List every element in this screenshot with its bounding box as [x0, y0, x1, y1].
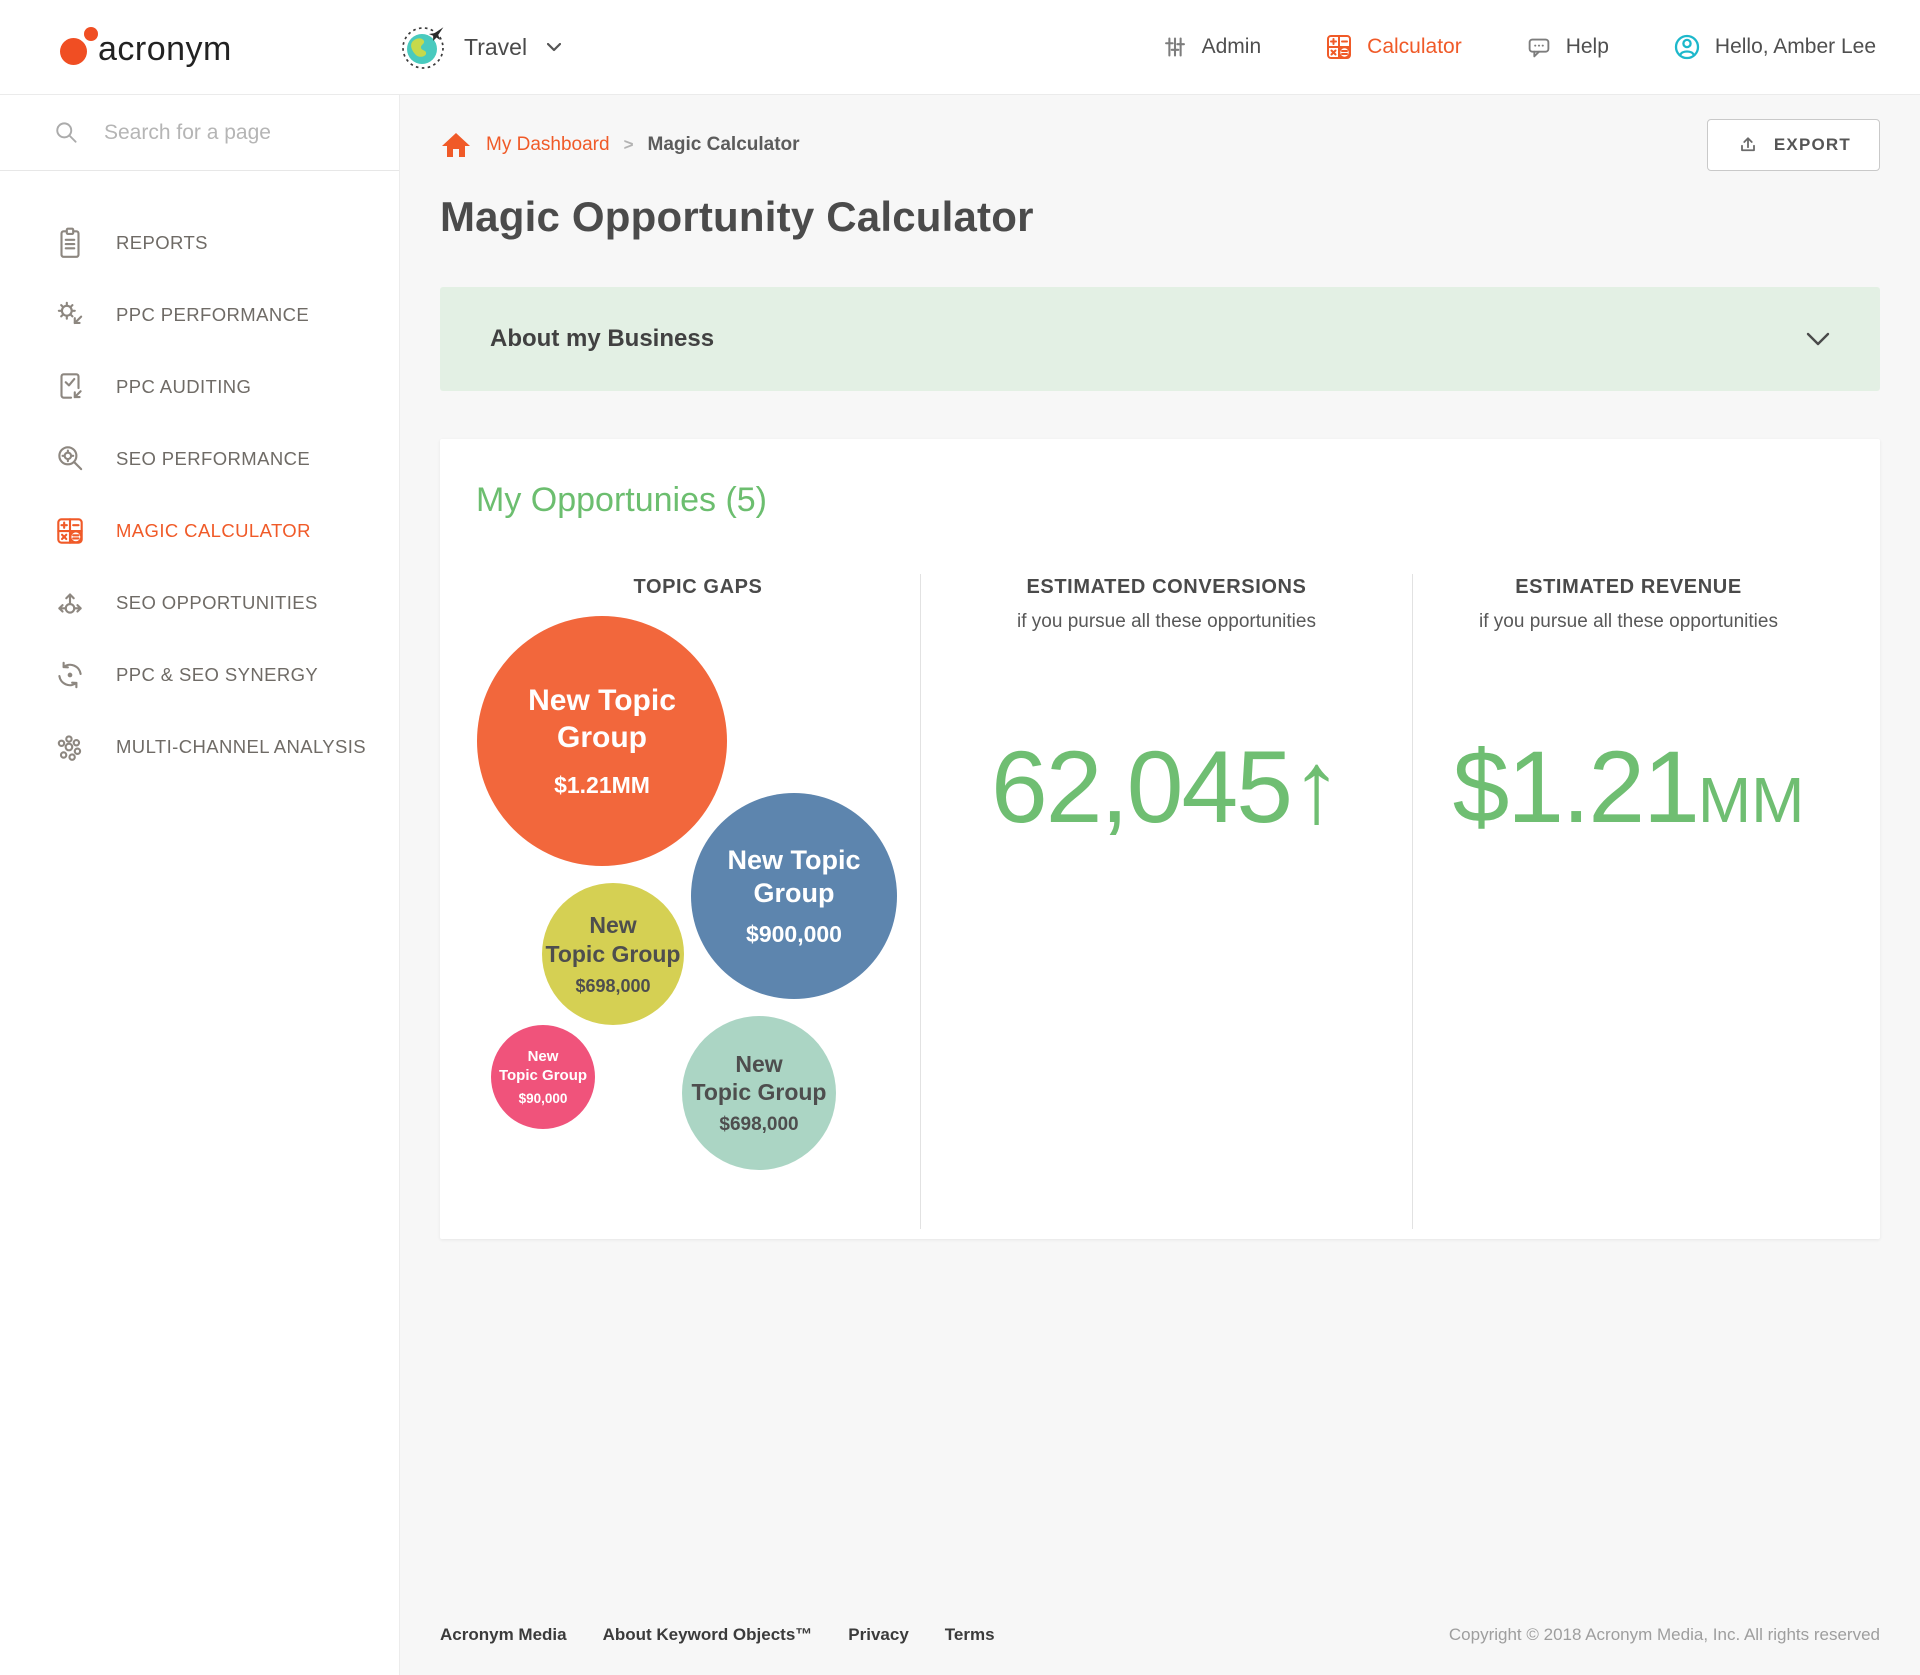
- sidebar-item-label: MAGIC CALCULATOR: [116, 520, 311, 541]
- cluster-icon: [52, 729, 88, 765]
- estimated-conversions-header: ESTIMATED CONVERSIONS: [1026, 576, 1307, 598]
- acronym-logo[interactable]: acronym: [60, 24, 400, 70]
- logo-text: acronym: [98, 30, 232, 68]
- footer-link-about-keyword-objects[interactable]: About Keyword Objects™: [602, 1625, 813, 1644]
- search-icon: [52, 119, 80, 147]
- user-greeting: Hello, Amber Lee: [1714, 35, 1876, 58]
- sidebar-item-ppc-seo-synergy[interactable]: PPC & SEO SYNERGY: [0, 639, 399, 711]
- sidebar-item-label: REPORTS: [116, 232, 208, 253]
- export-button[interactable]: EXPORT: [1706, 119, 1880, 171]
- estimated-revenue-subtitle: if you pursue all these opportunities: [1479, 611, 1778, 632]
- sidebar-item-reports[interactable]: REPORTS: [0, 207, 399, 279]
- sliders-icon: [1160, 32, 1190, 62]
- help-nav-item[interactable]: Help: [1524, 32, 1609, 62]
- bubble-value: $90,000: [518, 1090, 568, 1106]
- conversions-value: 62,045↑: [991, 730, 1342, 844]
- chevron-down-icon: [1806, 332, 1830, 346]
- search-input[interactable]: [104, 120, 375, 145]
- sidebar-nav: REPORTS PPC PERFOR: [0, 171, 399, 783]
- estimated-conversions-column: ESTIMATED CONVERSIONS if you pursue all …: [920, 574, 1412, 1229]
- calculator-nav-item[interactable]: Calculator: [1323, 31, 1462, 63]
- topic-gaps-column: TOPIC GAPS New Topic Group $1.21MM New T…: [476, 574, 920, 1229]
- revenue-value: $1.21MM: [1452, 730, 1805, 844]
- sidebar-item-magic-calculator[interactable]: MAGIC CALCULATOR: [0, 495, 399, 567]
- breadcrumb-link-dashboard[interactable]: My Dashboard: [486, 134, 610, 155]
- sidebar-search[interactable]: [0, 95, 399, 171]
- about-business-accordion[interactable]: About my Business: [440, 287, 1880, 391]
- sidebar: REPORTS PPC PERFOR: [0, 95, 400, 1675]
- bubble-new-topic-group-3[interactable]: New Topic Group $698,000: [542, 883, 684, 1025]
- top-header: acronym Travel: [0, 0, 1920, 95]
- breadcrumb-row: My Dashboard > Magic Calculator EXPORT: [440, 119, 1880, 171]
- opportunities-title: My Opportunies (5): [476, 481, 767, 519]
- sidebar-item-seo-opportunities[interactable]: SEO OPPORTUNITIES: [0, 567, 399, 639]
- main-content: My Dashboard > Magic Calculator EXPORT: [400, 95, 1920, 1675]
- help-label: Help: [1565, 35, 1609, 58]
- calculator-icon: [1323, 31, 1355, 63]
- export-upload-icon: [1736, 133, 1760, 157]
- breadcrumb-current: Magic Calculator: [647, 134, 800, 155]
- bubble-value: $1.21MM: [554, 772, 650, 799]
- user-menu[interactable]: Hello, Amber Lee: [1671, 31, 1876, 63]
- footer-link-acronym-media[interactable]: Acronym Media: [440, 1625, 567, 1644]
- clipboard-icon: [52, 225, 88, 261]
- home-icon[interactable]: [440, 129, 472, 161]
- magnifier-gear-icon: [52, 441, 88, 477]
- estimated-revenue-column: ESTIMATED REVENUE if you pursue all thes…: [1412, 574, 1844, 1229]
- sidebar-item-label: PPC & SEO SYNERGY: [116, 664, 319, 685]
- calculator-icon: [52, 513, 88, 549]
- chevron-down-icon: [547, 42, 562, 52]
- topic-gaps-bubble-chart: New Topic Group $1.21MM New Topic Group …: [476, 599, 920, 1199]
- bubble-value: $900,000: [746, 921, 842, 948]
- bubble-new-topic-group-1[interactable]: New Topic Group $1.21MM: [477, 616, 727, 866]
- sidebar-item-ppc-performance[interactable]: PPC PERFORMANCE: [0, 279, 399, 351]
- admin-label: Admin: [1201, 35, 1262, 58]
- bubble-new-topic-group-2[interactable]: New Topic Group $900,000: [691, 793, 897, 999]
- bubble-value: $698,000: [719, 1114, 799, 1136]
- audit-document-icon: [52, 369, 88, 405]
- estimated-revenue-header: ESTIMATED REVENUE: [1515, 576, 1742, 598]
- page-footer: Acronym Media About Keyword Objects™ Pri…: [440, 1625, 1880, 1675]
- brand-label: Travel: [464, 33, 528, 60]
- sidebar-item-ppc-auditing[interactable]: PPC AUDITING: [0, 351, 399, 423]
- topic-gaps-header: TOPIC GAPS: [633, 576, 763, 598]
- sidebar-item-label: SEO OPPORTUNITIES: [116, 592, 318, 613]
- estimated-conversions-subtitle: if you pursue all these opportunities: [1017, 611, 1316, 632]
- admin-nav-item[interactable]: Admin: [1160, 32, 1262, 62]
- user-avatar-icon: [1671, 31, 1703, 63]
- about-business-title: About my Business: [490, 325, 715, 352]
- bubble-new-topic-group-4[interactable]: New Topic Group $90,000: [491, 1025, 595, 1129]
- brand-selector[interactable]: Travel: [400, 23, 562, 71]
- opportunities-card: My Opportunies (5) TOPIC GAPS New Topic …: [440, 439, 1880, 1239]
- logo-dots-icon: [60, 24, 102, 70]
- sidebar-item-seo-performance[interactable]: SEO PERFORMANCE: [0, 423, 399, 495]
- opportunities-columns: TOPIC GAPS New Topic Group $1.21MM New T…: [476, 574, 1844, 1229]
- sidebar-item-label: SEO PERFORMANCE: [116, 448, 311, 469]
- sidebar-item-label: PPC PERFORMANCE: [116, 304, 310, 325]
- page-title: Magic Opportunity Calculator: [440, 193, 1034, 240]
- bubble-value: $698,000: [575, 975, 651, 996]
- footer-links: Acronym Media About Keyword Objects™ Pri…: [440, 1625, 995, 1645]
- sidebar-item-label: PPC AUDITING: [116, 376, 252, 397]
- footer-link-privacy[interactable]: Privacy: [848, 1625, 909, 1644]
- calculator-label: Calculator: [1367, 35, 1462, 58]
- footer-link-terms[interactable]: Terms: [944, 1625, 995, 1644]
- help-bubble-icon: [1524, 32, 1554, 62]
- revenue-unit: MM: [1697, 764, 1805, 836]
- gear-arrow-icon: [52, 297, 88, 333]
- sync-arrows-icon: [52, 657, 88, 693]
- breadcrumb: My Dashboard > Magic Calculator: [440, 129, 800, 161]
- breadcrumb-separator: >: [623, 135, 634, 154]
- bubble-new-topic-group-5[interactable]: New Topic Group $698,000: [682, 1016, 836, 1170]
- sidebar-item-label: MULTI-CHANNEL ANALYSIS: [116, 736, 367, 757]
- copyright-text: Copyright © 2018 Acronym Media, Inc. All…: [1448, 1625, 1880, 1644]
- sidebar-item-multi-channel-analysis[interactable]: MULTI-CHANNEL ANALYSIS: [0, 711, 399, 783]
- travel-globe-icon: [400, 23, 448, 71]
- header-nav: Admin Calculator: [1160, 31, 1876, 63]
- branch-arrows-icon: [52, 585, 88, 621]
- export-label: EXPORT: [1773, 135, 1851, 154]
- up-arrow-glyph: ↑: [1290, 730, 1342, 844]
